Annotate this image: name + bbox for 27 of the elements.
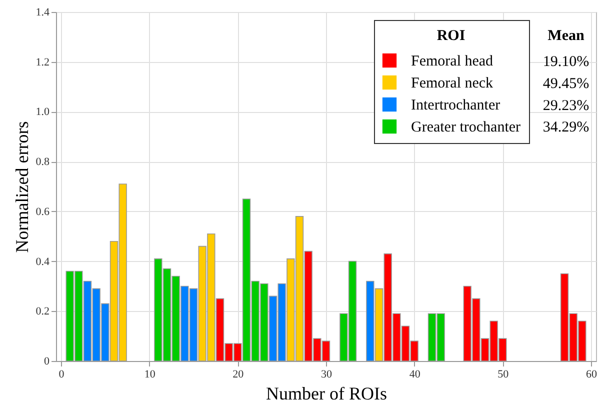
y-axis-title: Normalized errors <box>12 121 32 253</box>
y-tick-label: 1.2 <box>36 56 50 68</box>
x-tick-label: 50 <box>498 368 510 380</box>
y-tick-label: 0.4 <box>36 256 50 268</box>
annotation: Mean <box>548 28 585 44</box>
x-tick-label: 10 <box>144 368 156 380</box>
x-axis-title: Number of ROIs <box>266 384 387 403</box>
annotation: 29.23% <box>542 98 590 114</box>
legend-label: Femoral head <box>411 54 494 70</box>
legend-label: Femoral neck <box>411 76 494 92</box>
legend-label: Greater trochanter <box>411 120 521 136</box>
y-tick-label: 1.0 <box>36 106 50 118</box>
x-tick-label: 0 <box>58 368 65 380</box>
annotation: 19.10% <box>542 54 590 70</box>
x-tick-label: 20 <box>232 368 244 380</box>
legend-label: Intertrochanter <box>411 98 500 114</box>
annotation: 34.29% <box>542 120 590 136</box>
y-tick-label: 0.2 <box>36 306 50 318</box>
y-tick-label: 0.8 <box>36 156 50 168</box>
legend-title: ROI <box>436 28 466 44</box>
x-tick-label: 40 <box>409 368 421 380</box>
y-tick-label: 0 <box>44 356 50 368</box>
x-tick-label: 30 <box>321 368 332 380</box>
annotation: 49.45% <box>542 76 590 92</box>
y-tick-label: 1.4 <box>36 6 50 18</box>
y-tick-label: 0.6 <box>36 206 50 218</box>
x-tick-label: 60 <box>586 368 598 380</box>
